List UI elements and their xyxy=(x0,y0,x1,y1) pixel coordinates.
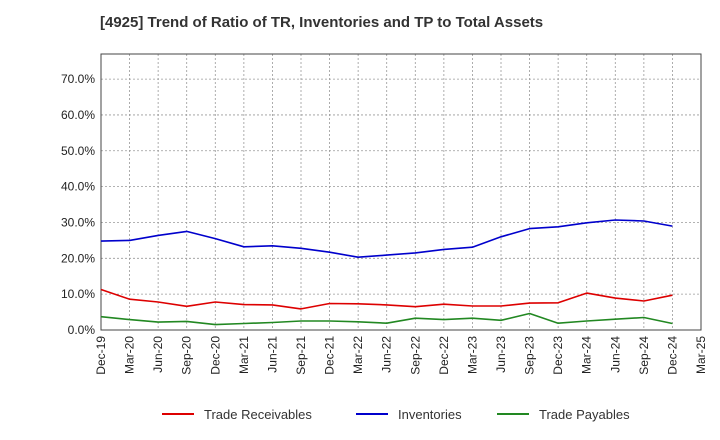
x-tick-label: Sep-20 xyxy=(180,336,194,375)
x-axis-tick-labels: Dec-19 Mar-20 Jun-20 Sep-20 Dec-20 Mar-21 Jun-… xyxy=(94,336,708,375)
x-tick-label: Mar-25 xyxy=(694,336,708,374)
x-tick-label: Jun-21 xyxy=(265,336,279,373)
y-tick-label: 50.0% xyxy=(61,144,95,158)
y-axis-tick-labels: 0.0% 10.0% 20.0% 30.0% 40.0% 50.0% 60.0% 70.0% xyxy=(61,72,95,337)
x-tick-label: Sep-24 xyxy=(637,336,651,375)
legend-label-trade-receivables: Trade Receivables xyxy=(204,407,312,422)
series-line-inventories xyxy=(100,219,673,259)
y-tick-label: 60.0% xyxy=(61,108,95,122)
x-tick-label: Dec-22 xyxy=(437,336,451,375)
x-tick-label: Mar-23 xyxy=(465,336,479,374)
x-tick-label: Dec-24 xyxy=(665,336,679,375)
x-tick-label: Dec-21 xyxy=(323,336,337,375)
x-tick-label: Dec-20 xyxy=(208,336,222,375)
x-tick-label: Mar-21 xyxy=(237,336,251,374)
y-tick-label: 40.0% xyxy=(61,180,95,194)
grid-lines xyxy=(101,54,701,330)
y-tick-label: 0.0% xyxy=(68,323,96,337)
legend: Trade Receivables Inventories Trade Payabl… xyxy=(162,407,630,422)
series-line-trade-receivables xyxy=(100,288,673,310)
x-tick-label: Mar-22 xyxy=(351,336,365,374)
x-tick-label: Jun-23 xyxy=(494,336,508,373)
legend-label-trade-payables: Trade Payables xyxy=(539,407,630,422)
series-lines xyxy=(100,219,673,326)
y-tick-label: 20.0% xyxy=(61,251,95,265)
x-tick-label: Jun-20 xyxy=(151,336,165,373)
y-tick-label: 30.0% xyxy=(61,215,95,229)
plot-area-frame xyxy=(100,53,702,331)
y-tick-label: 70.0% xyxy=(61,72,95,86)
x-tick-label: Sep-23 xyxy=(523,336,537,375)
legend-label-inventories: Inventories xyxy=(398,407,462,422)
x-tick-label: Sep-21 xyxy=(294,336,308,375)
x-tick-label: Mar-20 xyxy=(123,336,137,374)
x-tick-label: Jun-24 xyxy=(608,336,622,373)
chart-title: [4925] Trend of Ratio of TR, Inventories… xyxy=(100,14,544,31)
x-tick-label: Jun-22 xyxy=(380,336,394,373)
series-line-trade-payables xyxy=(100,312,673,326)
x-tick-label: Dec-19 xyxy=(94,336,108,375)
x-tick-label: Mar-24 xyxy=(580,336,594,374)
x-tick-label: Dec-23 xyxy=(551,336,565,375)
x-tick-label: Sep-22 xyxy=(408,336,422,375)
y-tick-label: 10.0% xyxy=(61,287,95,301)
